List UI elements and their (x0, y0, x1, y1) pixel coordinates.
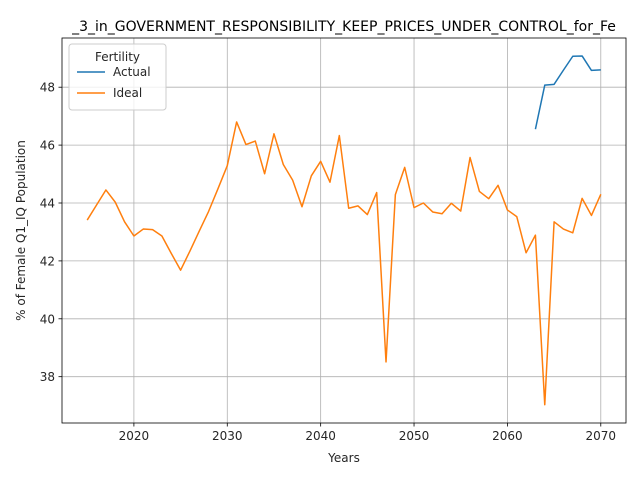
x-axis-label: Years (327, 451, 360, 465)
legend-label-ideal: Ideal (113, 86, 142, 100)
y-tick-label: 46 (40, 139, 55, 153)
y-tick-label: 42 (40, 254, 55, 268)
y-axis-label: % of Female Q1_IQ Population (14, 140, 28, 321)
grid-lines (62, 38, 626, 423)
x-tick-label: 2030 (212, 429, 243, 443)
legend-label-actual: Actual (113, 65, 151, 79)
x-tick-label: 2060 (492, 429, 523, 443)
axis-ticks: 2020 2030 2040 2050 2060 2070 38 40 42 44 46 48 (40, 81, 616, 443)
legend: Fertility Actual Ideal (68, 43, 167, 111)
legend-items: Actual Ideal (77, 65, 151, 100)
x-tick-label: 2020 (119, 429, 150, 443)
legend-title: Fertility (95, 50, 140, 64)
y-tick-label: 44 (40, 197, 55, 211)
x-tick-label: 2070 (586, 429, 617, 443)
y-tick-label: 40 (40, 312, 55, 326)
y-tick-label: 48 (40, 81, 55, 95)
chart-title: _3_in_GOVERNMENT_RESPONSIBILITY_KEEP_PRI… (71, 19, 616, 35)
series-line-ideal (86, 121, 602, 406)
x-tick-label: 2040 (305, 429, 336, 443)
y-tick-label: 38 (40, 370, 55, 384)
plot-frame (61, 37, 627, 424)
series-line-actual (534, 55, 601, 130)
series-lines (86, 55, 602, 406)
x-tick-label: 2050 (399, 429, 430, 443)
